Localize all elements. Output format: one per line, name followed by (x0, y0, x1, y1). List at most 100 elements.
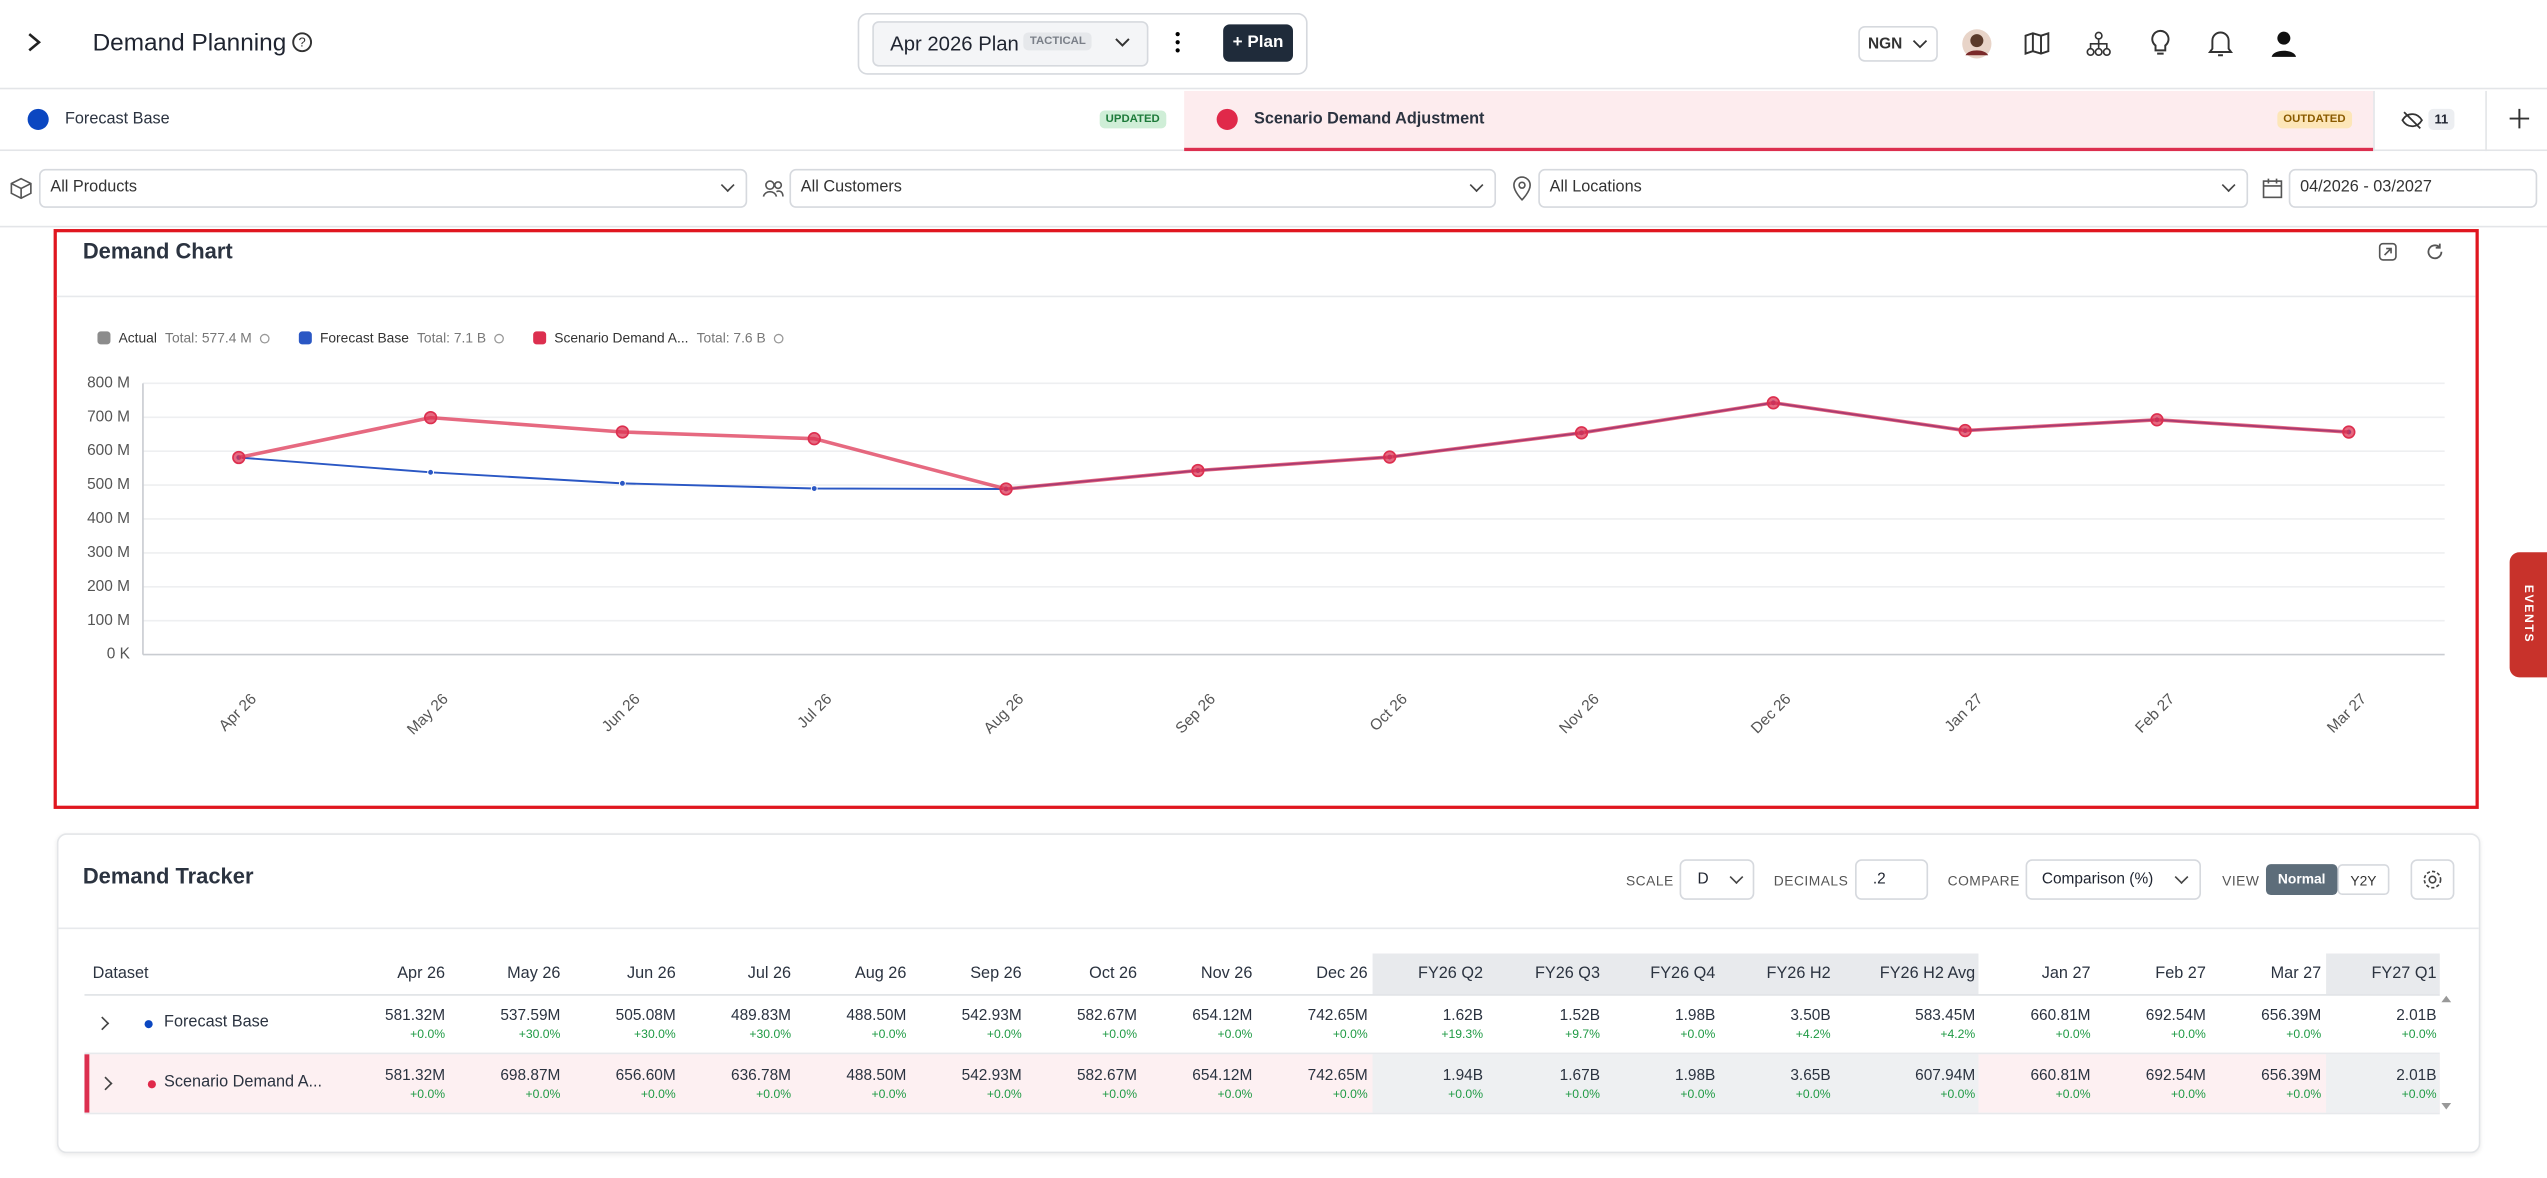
cell-change: +0.0% (1102, 1086, 1138, 1102)
cell-change: +0.0% (1217, 1086, 1253, 1102)
more-icon[interactable] (1170, 29, 1186, 55)
column-header: FY27 Q1 (2371, 964, 2437, 983)
legend-swatch (97, 331, 111, 345)
cell-value: 488.50M (846, 1007, 907, 1025)
cell-value: 489.83M (730, 1007, 792, 1025)
cell-value: 582.67M (1076, 1007, 1138, 1025)
row-name: Forecast Base (164, 1013, 269, 1032)
view-option[interactable]: Normal (2265, 864, 2338, 896)
x-tick-label: Sep 26 (1172, 691, 1219, 738)
add-tab-icon[interactable] (2508, 107, 2531, 130)
control-label: SCALE (1625, 872, 1674, 889)
column-header: FY26 Q4 (1650, 964, 1716, 983)
plan-selector[interactable] (872, 21, 1149, 67)
compare-select[interactable]: Comparison (%) (2025, 859, 2202, 900)
user-icon[interactable] (2269, 29, 2298, 58)
filter-period[interactable] (2288, 168, 2538, 208)
y-tick-label: 800 M (87, 374, 130, 391)
column-header: Nov 26 (1200, 964, 1253, 983)
tab-name[interactable]: Scenario Demand Adjustment (1254, 110, 1485, 129)
filter-locations[interactable] (1538, 168, 2249, 208)
y-tick-label: 400 M (87, 510, 130, 527)
cell-value: 1.98B (1674, 1067, 1716, 1086)
cell-value: 692.54M (2145, 1007, 2206, 1025)
column-header: Jun 26 (626, 964, 676, 983)
series-point (427, 468, 435, 476)
control-label: COMPARE (1947, 872, 2020, 889)
shaded-column (1372, 953, 1979, 995)
scroll-down[interactable] (2441, 1102, 2452, 1110)
legend-swatch (298, 331, 312, 345)
refresh-icon[interactable] (2425, 242, 2444, 261)
series-point (619, 479, 626, 487)
idea-icon[interactable] (2147, 29, 2173, 58)
shaded-column (2326, 953, 2440, 995)
tracker-title: Demand Tracker (82, 864, 254, 889)
map-icon[interactable] (2024, 31, 2050, 57)
page-title: Demand Planning (92, 29, 287, 57)
scale-select[interactable]: D (1679, 859, 1755, 900)
control-label: VIEW (2222, 872, 2260, 889)
help-icon[interactable]: ? (291, 31, 314, 54)
events-tab[interactable] (2509, 552, 2547, 678)
column-header: Jan 27 (2041, 964, 2091, 983)
series-point (2342, 425, 2356, 439)
cell-value: 582.67M (1076, 1067, 1138, 1086)
settings-button[interactable] (2410, 859, 2455, 900)
cell-change: +0.0% (1940, 1086, 1976, 1102)
cell-change: +0.0% (986, 1026, 1022, 1042)
column-header: Dataset (92, 964, 149, 983)
filter-customers[interactable] (789, 168, 1497, 208)
avatar[interactable] (1961, 28, 1993, 60)
svg-text:?: ? (299, 34, 306, 49)
row-divider (84, 1112, 2440, 1115)
cell-change: +0.0% (525, 1086, 561, 1102)
scroll-up[interactable] (2441, 995, 2452, 1003)
cell-change: +0.0% (2401, 1026, 2437, 1042)
calendar-icon (2262, 178, 2283, 199)
expand-icon[interactable] (23, 31, 46, 54)
series-point (423, 410, 438, 425)
cell-change: +4.2% (1940, 1026, 1976, 1042)
notifications-icon[interactable] (2207, 29, 2234, 58)
filter-products[interactable] (38, 168, 748, 208)
tab-name[interactable]: Forecast Base (64, 110, 170, 129)
x-tick-label: Feb 27 (2132, 691, 2178, 737)
cell-change: +0.0% (1217, 1026, 1253, 1042)
row-divider (84, 994, 2440, 996)
cell-change: +0.0% (640, 1086, 676, 1102)
fullscreen-icon[interactable] (2378, 242, 2397, 261)
y-tick-label: 300 M (87, 544, 130, 561)
decimals-input[interactable]: .2 (1855, 859, 1929, 900)
cell-change: +30.0% (634, 1026, 676, 1042)
hierarchy-icon[interactable] (2086, 31, 2112, 57)
shaded-cell (1372, 1054, 1979, 1113)
cell-change: +0.0% (2170, 1026, 2206, 1042)
view-option[interactable]: Y2Y (2337, 864, 2390, 896)
cell-value: 3.65B (1790, 1067, 1831, 1086)
x-tick-label: Jun 26 (599, 691, 644, 736)
cell-change: +0.0% (756, 1086, 792, 1102)
filter-text: All Locations (1549, 178, 1642, 197)
legend-visibility-icon (773, 333, 784, 344)
cell-change: +4.2% (1795, 1026, 1831, 1042)
column-header: Feb 27 (2155, 964, 2206, 983)
legend-label: Scenario Demand A... (554, 330, 688, 345)
y-tick-label: 200 M (87, 578, 130, 595)
legend-visibility-icon (259, 333, 270, 344)
shaded-cell (2326, 1054, 2440, 1113)
chart-title: Demand Chart (82, 238, 233, 264)
events-label: EVENTS (2521, 584, 2537, 644)
column-header: FY26 H2 (1766, 964, 1831, 983)
legend-label: Forecast Base (320, 330, 409, 345)
cell-value: 581.32M (384, 1067, 446, 1086)
currency-selector[interactable]: NGN (1858, 25, 1938, 62)
add-plan-button[interactable]: + Plan (1223, 24, 1293, 62)
legend-label: Actual (119, 330, 157, 345)
cell-value: 660.81M (2030, 1067, 2091, 1086)
hidden-count: 11 (2428, 108, 2455, 130)
cell-value: 656.39M (2261, 1007, 2322, 1025)
x-tick-label: Mar 27 (2324, 691, 2370, 737)
hidden-icon[interactable] (2401, 110, 2424, 129)
